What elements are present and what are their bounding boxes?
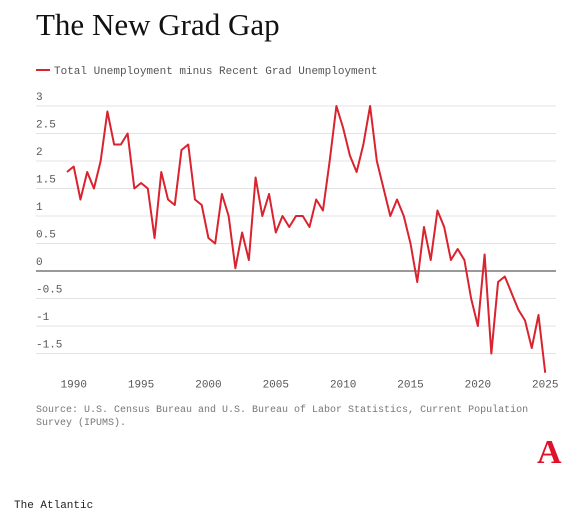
y-tick-label: 0 <box>36 257 43 269</box>
x-tick-label: 2020 <box>465 380 491 392</box>
x-tick-label: 2005 <box>263 380 289 392</box>
x-tick-label: 2000 <box>195 380 221 392</box>
y-tick-label: 1.5 <box>36 175 56 187</box>
source-note: Source: U.S. Census Bureau and U.S. Bure… <box>36 405 529 429</box>
y-tick-label: -0.5 <box>36 285 62 297</box>
x-tick-label: 2025 <box>532 380 558 392</box>
y-tick-label: -1.5 <box>36 340 62 352</box>
data-line <box>66 105 547 373</box>
publisher: The Atlantic <box>14 500 93 512</box>
x-tick-label: 1990 <box>61 380 87 392</box>
y-tick-label: 1 <box>36 202 43 214</box>
y-tick-label: 2.5 <box>36 120 56 132</box>
logo: A <box>537 434 562 471</box>
y-tick-label: 0.5 <box>36 230 56 242</box>
y-tick-label: 3 <box>36 92 43 104</box>
x-tick-label: 1995 <box>128 380 154 392</box>
legend-label: Total Unemployment minus Recent Grad Une… <box>54 66 377 78</box>
y-tick-label: 2 <box>36 147 43 159</box>
x-tick-label: 2010 <box>330 380 356 392</box>
x-tick-label: 2015 <box>397 380 423 392</box>
y-tick-label: -1 <box>36 312 50 324</box>
chart-title: The New Grad Gap <box>36 7 280 42</box>
